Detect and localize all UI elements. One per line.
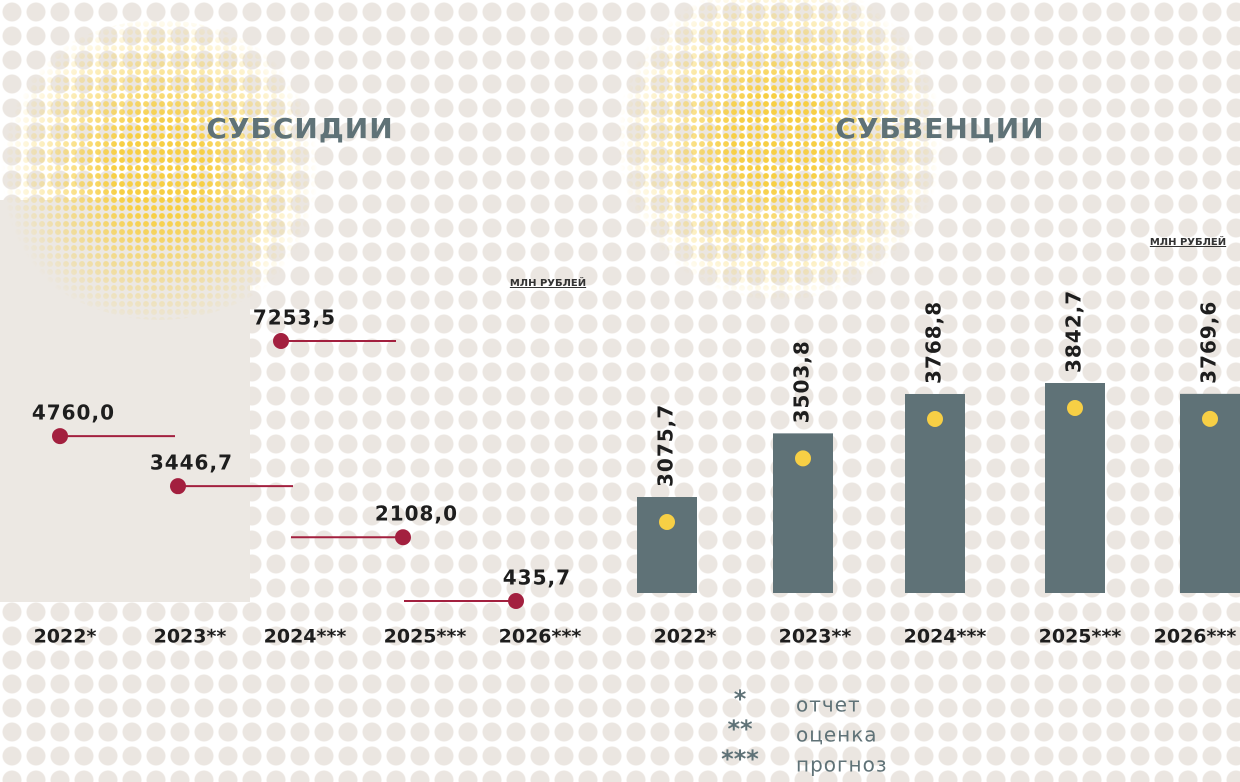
bar — [637, 497, 697, 593]
unit-label: МЛН РУБЛЕЙ — [510, 276, 586, 289]
value-label: 3503,8 — [790, 340, 814, 423]
x-tick-label: 2022* — [654, 626, 717, 648]
unit-label: МЛН РУБЛЕЙ — [1150, 235, 1226, 248]
dot — [273, 333, 289, 349]
chart-title: СУБВЕНЦИИ — [835, 112, 1044, 145]
dot — [508, 593, 524, 609]
bar-dot — [927, 411, 943, 427]
x-tick-label: 2022* — [34, 626, 97, 648]
bar-dot — [659, 514, 675, 530]
note-label: отчет — [796, 693, 861, 717]
dot — [170, 478, 186, 494]
bar-dot — [1067, 400, 1083, 416]
x-tick-label: 2024*** — [904, 626, 987, 648]
bar-dot — [1202, 411, 1218, 427]
x-tick-label: 2026*** — [1154, 626, 1237, 648]
value-label: 435,7 — [503, 566, 571, 590]
bar-dot — [795, 450, 811, 466]
x-tick-label: 2026*** — [499, 626, 582, 648]
value-label: 2108,0 — [375, 502, 458, 526]
note-mark: ** — [727, 715, 753, 743]
note-mark: *** — [721, 745, 759, 773]
x-tick-label: 2025*** — [1039, 626, 1122, 648]
value-label: 3769,6 — [1197, 301, 1221, 384]
x-tick-label: 2025*** — [384, 626, 467, 648]
value-label: 3446,7 — [150, 451, 233, 475]
x-tick-label: 2024*** — [264, 626, 347, 648]
note-label: прогноз — [796, 753, 887, 777]
chart-title: СУБСИДИИ — [206, 112, 393, 145]
value-label: 3768,8 — [922, 301, 946, 384]
value-label: 7253,5 — [253, 306, 336, 330]
dot — [52, 428, 68, 444]
page: СУБСИДИИ МЛН РУБЛЕЙ СУБВЕНЦИИ МЛН РУБЛЕЙ… — [0, 0, 1240, 782]
value-label: 3842,7 — [1062, 290, 1086, 373]
value-label: 4760,0 — [32, 401, 115, 425]
x-tick-label: 2023** — [779, 626, 852, 648]
infographic: СУБСИДИИ МЛН РУБЛЕЙ СУБВЕНЦИИ МЛН РУБЛЕЙ… — [0, 0, 1240, 782]
dot — [395, 529, 411, 545]
note-label: оценка — [796, 723, 878, 747]
note-mark: * — [734, 685, 747, 713]
x-tick-label: 2023** — [154, 626, 227, 648]
value-label: 3075,7 — [654, 404, 678, 487]
